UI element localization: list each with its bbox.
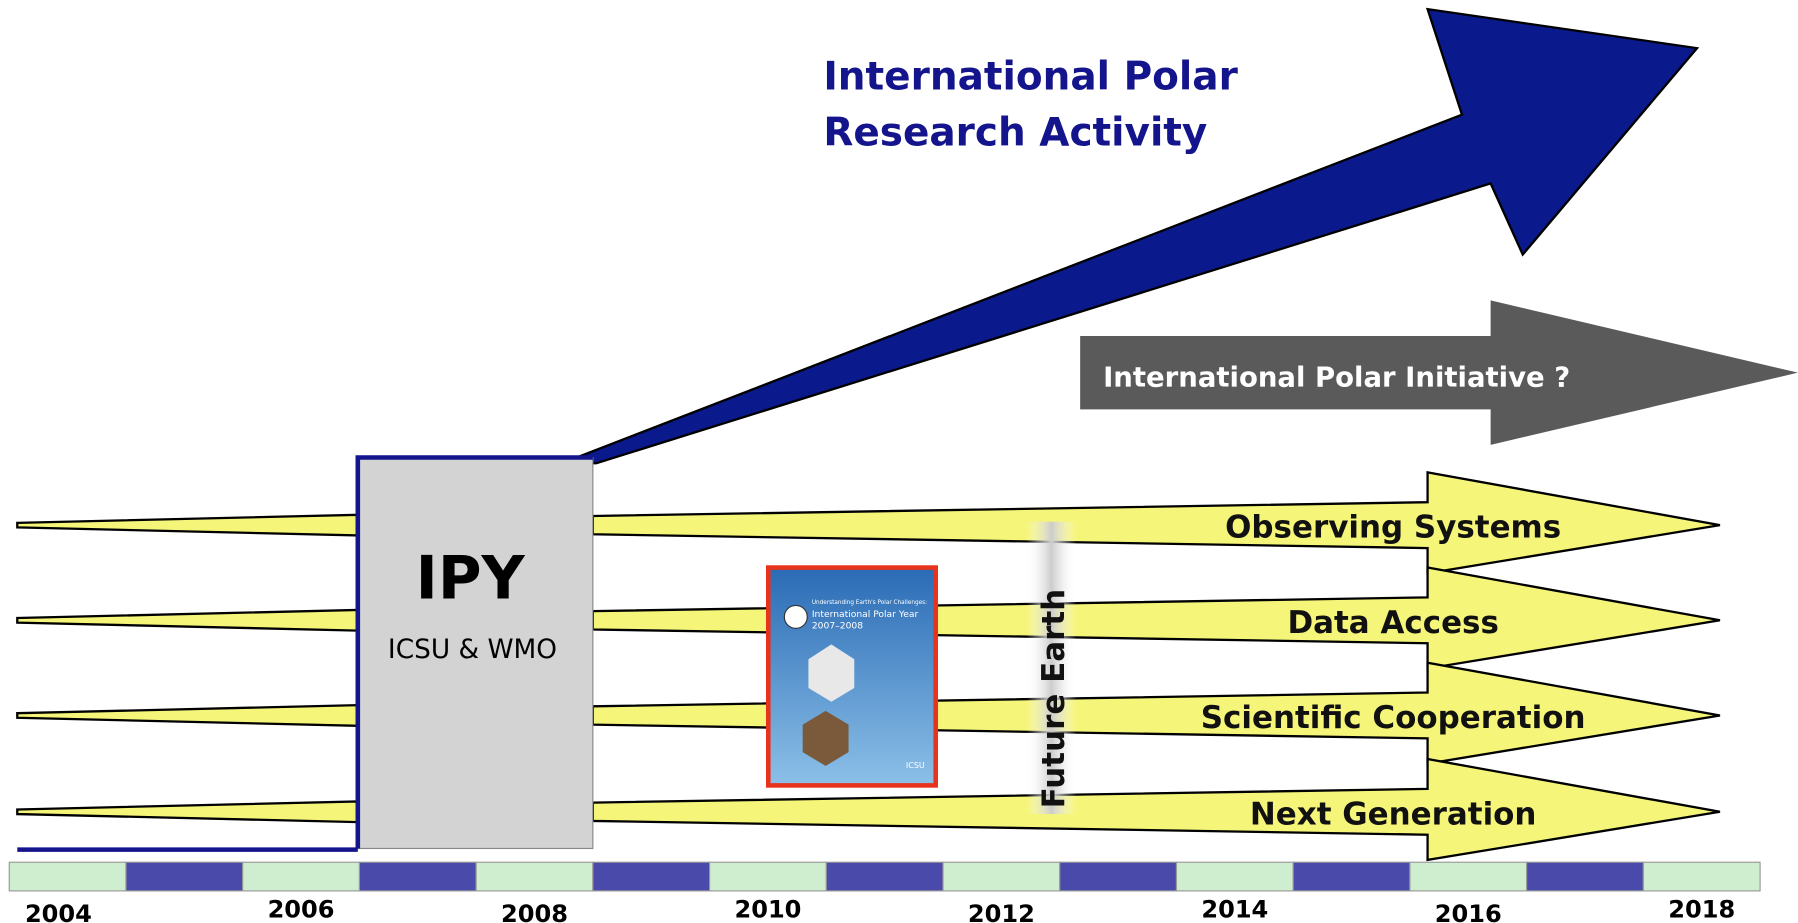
stream-arrow [593, 759, 1720, 860]
timeline-block [826, 862, 943, 891]
year-label: 2014 [1201, 895, 1268, 923]
stream-tail [17, 515, 358, 536]
cover-text: Understanding Earth's Polar Challenges: [812, 600, 927, 606]
stream-tail [17, 801, 358, 822]
ipy-subtitle: ICSU & WMO [388, 635, 557, 665]
year-label: 2018 [1668, 895, 1735, 923]
stream-label: Data Access [1287, 605, 1498, 641]
timeline-block [1643, 862, 1760, 891]
stream-label: Scientific Cooperation [1201, 700, 1586, 736]
timeline-block [1527, 862, 1644, 891]
ipy-title: IPY [416, 545, 526, 614]
timeline-block [1410, 862, 1527, 891]
stream-label: Next Generation [1250, 796, 1537, 832]
timeline-block [1060, 862, 1177, 891]
timeline-block [1293, 862, 1410, 891]
title-line: Research Activity [823, 111, 1207, 156]
year-label: 2006 [268, 895, 335, 923]
year-label: 2010 [734, 895, 801, 923]
title-line: International Polar [823, 54, 1238, 99]
year-label: 2012 [968, 900, 1035, 923]
timeline-block [126, 862, 243, 891]
cover-text: ICSU [906, 761, 925, 770]
cover-text: International Polar Year [812, 609, 919, 620]
stream-arrow [593, 568, 1720, 669]
cover-logo [784, 605, 807, 628]
timeline-block [943, 862, 1060, 891]
future-earth-label: Future Earth [1036, 589, 1072, 809]
stream-label: Observing Systems [1225, 510, 1561, 546]
year-label: 2008 [501, 900, 568, 923]
timeline-block [593, 862, 710, 891]
timeline-block [9, 862, 126, 891]
stream-tail [17, 705, 358, 726]
timeline-block [1176, 862, 1293, 891]
year-label: 2004 [25, 900, 92, 923]
cover-text: 2007–2008 [812, 620, 863, 631]
initiative-label: International Polar Initiative ? [1103, 361, 1570, 393]
slide: International Polar Research Activity In… [0, 0, 1798, 923]
timeline-block [243, 862, 360, 891]
timeline-block [710, 862, 827, 891]
stream-tail [17, 610, 358, 631]
year-label: 2016 [1435, 900, 1502, 923]
timeline-block [476, 862, 593, 891]
timeline-block [359, 862, 476, 891]
